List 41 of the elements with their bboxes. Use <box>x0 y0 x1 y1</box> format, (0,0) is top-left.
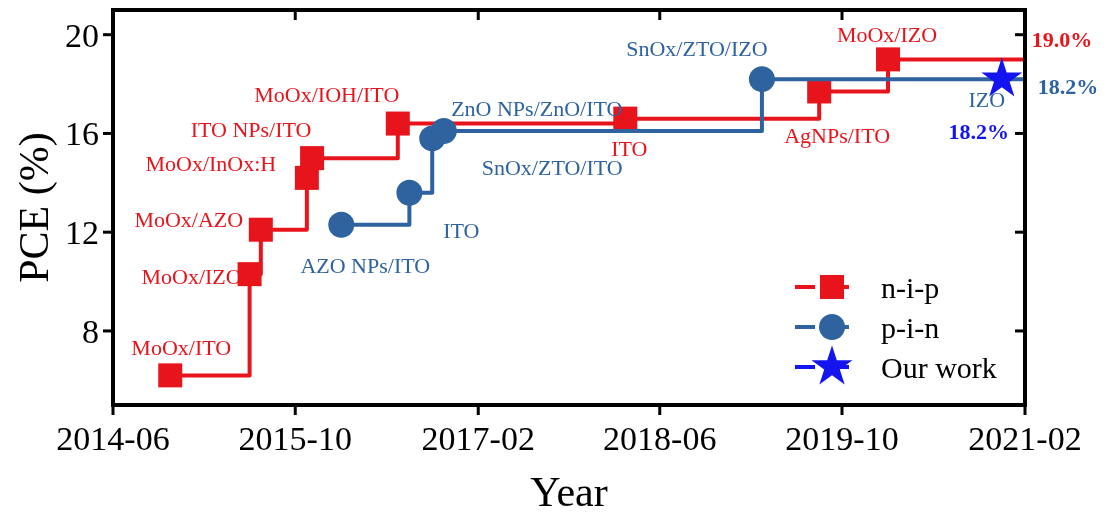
point <box>158 363 183 388</box>
annotation: AgNPs/ITO <box>784 123 891 149</box>
point <box>748 66 775 93</box>
annotation: 18.2% <box>1037 73 1099 99</box>
x-tick-label: 2015-10 <box>238 420 352 457</box>
x-tick-label: 2019-10 <box>785 420 899 457</box>
annotation: IZO <box>968 86 1006 112</box>
y-axis-title: PCE (%) <box>11 132 58 283</box>
y-tick-label: 20 <box>65 16 99 54</box>
point <box>876 47 901 72</box>
annotation: SnOx/ZTO/IZO <box>626 35 768 61</box>
annotation: ZnO NPs/ZnO/ITO <box>451 95 623 121</box>
point <box>430 117 457 144</box>
annotation: MoOx/InOx:H <box>145 150 277 176</box>
legend-label: p-i-n <box>881 310 940 344</box>
annotation: 18.2% <box>948 118 1010 144</box>
annotation: MoOx/AZO <box>134 207 244 233</box>
annotation: MoOx/IZO <box>836 22 938 48</box>
point <box>300 146 325 171</box>
annotation: 19.0% <box>1031 27 1093 53</box>
x-tick-label: 2021-02 <box>968 420 1082 457</box>
x-tick-label: 2018-06 <box>603 420 717 457</box>
annotation: ITO <box>443 218 480 244</box>
x-axis-title: Year <box>530 469 608 515</box>
annotation: ITO NPs/ITO <box>190 116 312 142</box>
y-tick-label: 8 <box>82 312 99 350</box>
point <box>385 111 410 136</box>
point <box>807 79 832 104</box>
y-tick-label: 16 <box>65 115 99 153</box>
annotation: AZO NPs/ITO <box>300 253 431 279</box>
x-tick-label: 2017-02 <box>421 420 535 457</box>
annotation: MoOx/ITO <box>131 335 232 361</box>
point <box>396 179 423 206</box>
point <box>328 211 355 238</box>
legend-label: n-i-p <box>881 270 940 304</box>
annotation: MoOx/IOH/ITO <box>254 82 400 108</box>
legend-label: Our work <box>881 350 997 384</box>
point <box>248 217 273 242</box>
y-tick-label: 12 <box>65 214 99 252</box>
point <box>237 262 262 287</box>
x-tick-label: 2014-06 <box>56 420 170 457</box>
